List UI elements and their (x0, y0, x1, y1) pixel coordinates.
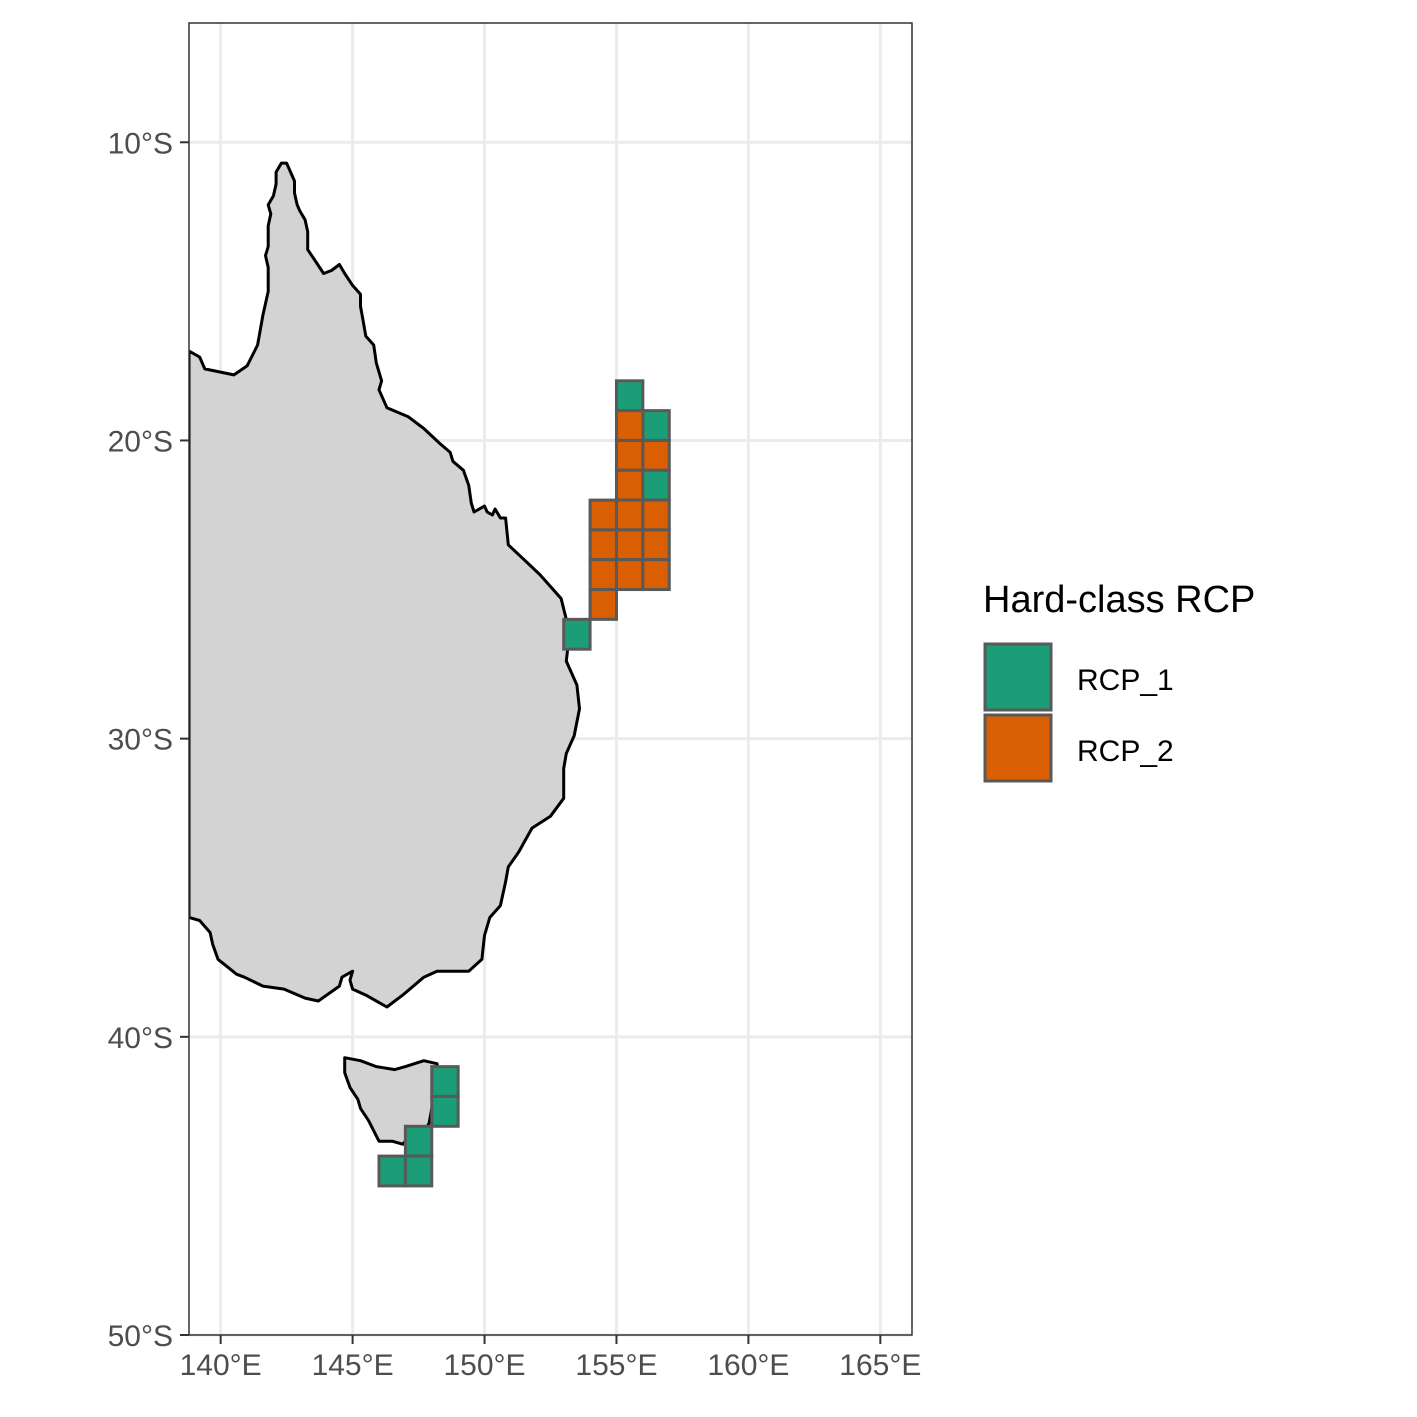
cell-rcp-1 (403, 1154, 434, 1188)
cell-rcp-2 (614, 498, 645, 532)
cell-rcp-1 (562, 617, 592, 651)
cell-rcp-2 (641, 438, 671, 472)
cell-rcp-1 (430, 1065, 460, 1098)
x-tick-label: 160°E (707, 1349, 789, 1382)
x-tick-label: 165°E (839, 1349, 921, 1382)
cell-rcp-1 (614, 379, 645, 413)
grid-cells (377, 379, 671, 1188)
legend: Hard-class RCP RCP_1 RCP_2 (983, 579, 1255, 783)
y-tick-label: 40°S (108, 1022, 173, 1055)
cell-rcp-2 (614, 468, 645, 502)
cell-rcp-2 (614, 558, 645, 592)
cell-rcp-2 (588, 558, 618, 592)
y-tick-label: 20°S (108, 425, 173, 458)
cell-rcp-1 (641, 409, 671, 442)
cell-rcp-2 (641, 558, 671, 592)
legend-title: Hard-class RCP (983, 579, 1255, 621)
land-layer (189, 161, 581, 1146)
x-tick-label: 140°E (180, 1349, 262, 1382)
y-tick-label: 30°S (108, 724, 173, 757)
cell-rcp-1 (430, 1094, 460, 1128)
cell-rcp-2 (588, 588, 618, 621)
cell-rcp-2 (641, 498, 671, 532)
legend-label-rcp-2: RCP_2 (1077, 735, 1174, 768)
cell-rcp-1 (403, 1124, 434, 1158)
cell-rcp-2 (588, 528, 618, 562)
legend-key-rcp-1 (983, 642, 1053, 712)
x-tick-label: 150°E (444, 1349, 526, 1382)
cell-rcp-2 (614, 438, 645, 472)
y-tick-label: 50°S (108, 1320, 173, 1353)
axes: 140°E 145°E 150°E 155°E 160°E 165°E 10°S 20°S 30… (108, 127, 922, 1382)
cell-rcp-2 (588, 498, 618, 532)
plot-panel-border (188, 22, 913, 1336)
y-tick-label: 10°S (108, 127, 173, 160)
legend-label-rcp-1: RCP_1 (1077, 664, 1174, 697)
cell-rcp-1 (641, 468, 671, 502)
legend-key-rcp-2 (983, 713, 1053, 783)
x-tick-label: 155°E (575, 1349, 657, 1382)
cell-rcp-2 (614, 528, 645, 562)
cell-rcp-2 (614, 409, 645, 442)
australia-mainland (189, 161, 581, 1009)
cell-rcp-2 (641, 528, 671, 562)
cell-rcp-1 (377, 1154, 407, 1188)
x-tick-label: 145°E (312, 1349, 394, 1382)
